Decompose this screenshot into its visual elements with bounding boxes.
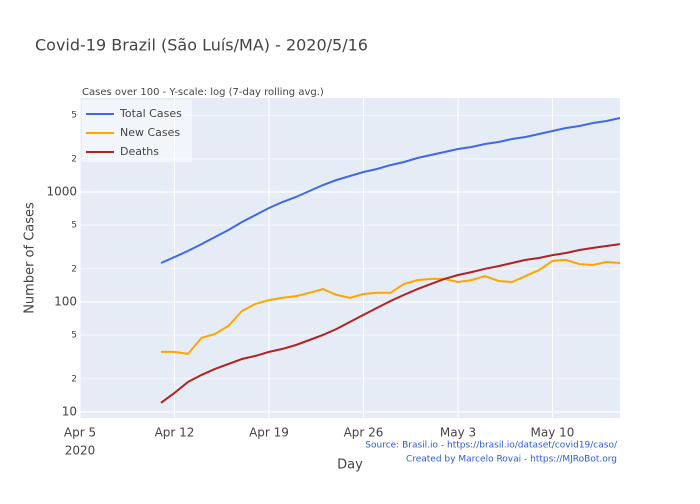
x-tick-label: Apr 19 [249, 426, 289, 440]
legend-label: Total Cases [119, 107, 182, 120]
annotation: Created by Marcelo Rovai - https://MJRoB… [406, 455, 617, 465]
y-tick-label: 5 [71, 331, 77, 341]
annotation: Source: Brasil.io - https://brasil.io/da… [365, 441, 618, 451]
y-tick-label: 2 [71, 264, 77, 274]
x-axis-label: Day [337, 458, 363, 473]
x-tick-label: Apr 12 [155, 426, 195, 440]
series-line [161, 258, 621, 355]
y-axis-label: Number of Cases [23, 202, 38, 314]
x-tick-label: Apr 5 [64, 426, 96, 440]
y-tick-label: 1000 [46, 184, 77, 198]
y-tick-label: 2 [71, 374, 77, 384]
legend-label: Deaths [120, 145, 159, 158]
series-line [160, 117, 621, 264]
series-line [160, 243, 621, 404]
x-tick-label: May 10 [531, 426, 575, 440]
chart-subtitle: Cases over 100 - Y-scale: log (7-day rol… [82, 87, 324, 98]
y-tick-label: 100 [54, 294, 77, 308]
x-tick-label: Apr 26 [344, 426, 384, 440]
chart-title: Covid-19 Brazil (São Luís/MA) - 2020/5/1… [35, 36, 368, 55]
legend-label: New Cases [120, 126, 180, 139]
y-tick-label: 2 [71, 154, 77, 164]
y-tick-label: 5 [71, 111, 77, 121]
x-tick-label: May 3 [440, 426, 476, 440]
x-year-label: 2020 [65, 444, 96, 458]
y-tick-label: 10 [62, 404, 77, 418]
y-tick-label: 5 [71, 221, 77, 231]
